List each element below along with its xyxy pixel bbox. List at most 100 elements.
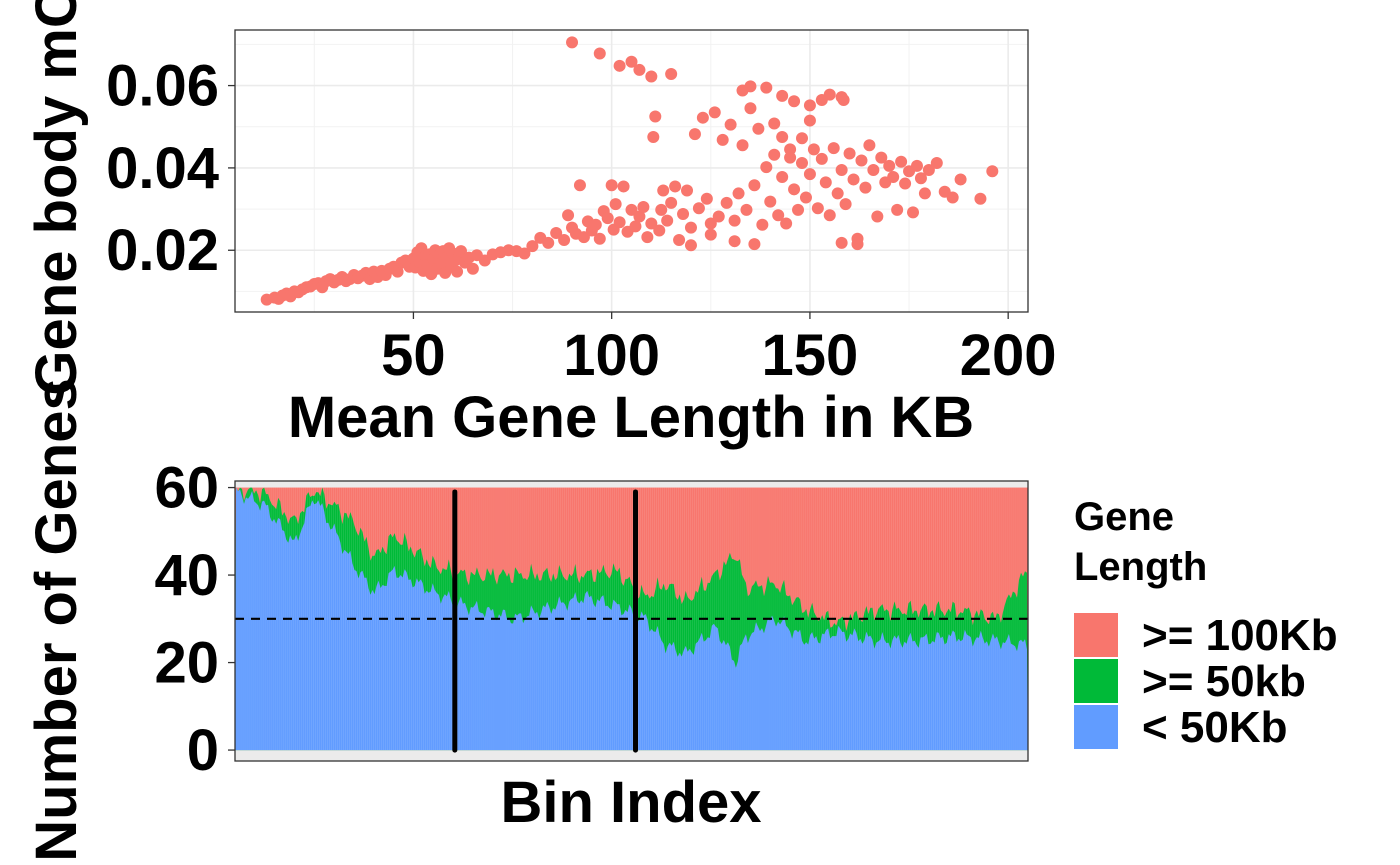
scatter-point: [803, 168, 816, 181]
scatter-point: [847, 173, 860, 186]
scatter-point: [776, 131, 789, 144]
legend-title: Gene Length: [1074, 495, 1207, 589]
scatter-point: [891, 203, 904, 216]
scatter-y-ticks: 0.02 0.04 0.06: [106, 54, 235, 283]
scatter-point: [875, 151, 888, 164]
scatter-point: [655, 203, 668, 216]
area-overlays: [235, 489, 1028, 753]
scatter-point: [625, 55, 638, 68]
scatter-point: [795, 156, 808, 169]
x-tick-label: 50: [381, 323, 446, 388]
area-layer-lt-50kb: [235, 487, 1028, 751]
legend-label: < 50Kb: [1142, 703, 1288, 752]
scatter-point: [887, 170, 900, 183]
scatter-point: [665, 68, 678, 81]
x-tick-label: 150: [762, 323, 859, 388]
scatter-point: [930, 156, 943, 169]
y-tick-label: 0.04: [106, 136, 219, 201]
scatter-point: [784, 143, 797, 156]
scatter-point: [827, 142, 840, 155]
scatter-point: [795, 132, 808, 145]
scatter-point: [518, 247, 531, 260]
scatter-point: [899, 177, 912, 190]
scatter-point: [855, 154, 868, 167]
scatter-point: [704, 228, 717, 241]
legend-swatch: [1074, 613, 1118, 657]
scatter-point: [784, 151, 797, 164]
area-plot-border: [234, 480, 1029, 762]
scatter-point: [799, 191, 812, 204]
scatter-point: [669, 180, 682, 193]
scatter-point: [566, 36, 579, 49]
scatter-point: [617, 180, 630, 193]
scatter-point: [803, 114, 816, 127]
scatter-point: [807, 143, 820, 156]
scatter-x-axis-title: Mean Gene Length in KB: [288, 385, 974, 450]
legend-entries: >= 100Kb>= 50kb< 50Kb: [1074, 611, 1338, 752]
scatter-point: [605, 179, 618, 192]
scatter-point: [837, 93, 850, 106]
scatter-point: [649, 110, 662, 123]
scatter-point: [665, 196, 678, 209]
legend-swatch: [1074, 705, 1118, 749]
scatter-point: [681, 184, 694, 197]
scatter-point: [803, 99, 816, 112]
scatter-point: [593, 232, 606, 245]
scatter-point: [835, 163, 848, 176]
scatter-point: [744, 80, 757, 93]
legend-title-line: Gene: [1074, 495, 1174, 539]
scatter-point: [760, 81, 773, 94]
legend: Gene Length >= 100Kb>= 50kb< 50Kb: [1074, 495, 1338, 752]
scatter-point: [613, 59, 626, 72]
scatter-point: [788, 183, 801, 196]
scatter-point: [811, 202, 824, 215]
scatter-point: [451, 265, 464, 278]
scatter-point: [673, 233, 686, 246]
scatter-point: [647, 131, 660, 144]
scatter-point: [863, 139, 876, 152]
scatter-point: [768, 117, 781, 130]
scatter-point: [696, 111, 709, 124]
scatter-point: [633, 210, 646, 223]
scatter-point: [700, 192, 713, 205]
legend-swatch: [1074, 659, 1118, 703]
scatter-point: [744, 102, 757, 115]
scatter-point: [815, 152, 828, 165]
scatter-point: [692, 202, 705, 215]
scatter-point: [914, 172, 927, 185]
scatter-point: [455, 245, 468, 258]
scatter-point: [748, 179, 761, 192]
scatter-point: [823, 88, 836, 101]
scatter-point: [625, 203, 638, 216]
scatter-point: [558, 233, 571, 246]
scatter-point: [760, 161, 773, 174]
scatter-point: [748, 238, 761, 251]
scatter-point: [736, 139, 749, 152]
scatter-point: [740, 203, 753, 216]
scatter-point: [661, 214, 674, 227]
scatter-point: [637, 201, 650, 214]
area-panel: 0 20 40 60 Bin Index: [154, 456, 1029, 835]
y-tick-label: 40: [154, 543, 219, 608]
scatter-point: [684, 221, 697, 234]
scatter-point: [589, 218, 602, 231]
scatter-point: [653, 224, 666, 237]
scatter-point: [851, 238, 864, 251]
scatter-point: [776, 89, 789, 102]
scatter-point: [542, 236, 555, 249]
scatter-point: [867, 163, 880, 176]
area-x-axis-title: Bin Index: [500, 770, 761, 835]
scatter-point: [466, 262, 479, 275]
scatter-point: [601, 212, 614, 225]
scatter-point: [641, 231, 654, 244]
scatter-point: [768, 148, 781, 161]
scatter-point: [728, 214, 741, 227]
scatter-point: [946, 191, 959, 204]
scatter-point: [550, 226, 563, 239]
scatter-point: [633, 63, 646, 76]
scatter-x-ticks: 50 100 150 200: [381, 312, 1057, 388]
scatter-point: [732, 187, 745, 200]
scatter-point: [677, 208, 690, 221]
scatter-point: [712, 210, 725, 223]
